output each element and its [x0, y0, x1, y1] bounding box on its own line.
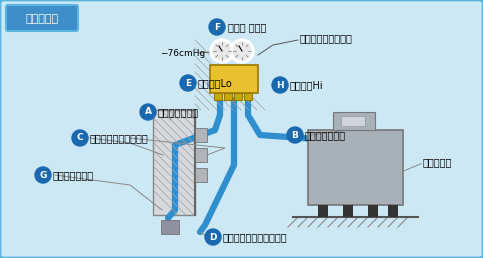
Circle shape	[230, 39, 254, 63]
Text: A: A	[144, 108, 152, 117]
Circle shape	[233, 42, 251, 60]
Circle shape	[180, 75, 196, 91]
Text: チャージホース: チャージホース	[305, 130, 346, 140]
FancyBboxPatch shape	[153, 110, 195, 215]
FancyBboxPatch shape	[224, 93, 232, 100]
Text: 二方弁（液側・細管）: 二方弁（液側・細管）	[90, 133, 149, 143]
Text: G: G	[39, 171, 47, 180]
Text: チャージホース: チャージホース	[158, 107, 199, 117]
FancyBboxPatch shape	[318, 205, 328, 217]
FancyBboxPatch shape	[343, 205, 353, 217]
FancyBboxPatch shape	[161, 220, 179, 234]
FancyBboxPatch shape	[214, 93, 222, 100]
Circle shape	[35, 167, 51, 183]
Text: E: E	[185, 78, 191, 87]
FancyBboxPatch shape	[333, 112, 375, 130]
Text: B: B	[292, 131, 298, 140]
FancyBboxPatch shape	[195, 128, 207, 142]
Text: C: C	[77, 133, 83, 142]
Circle shape	[209, 19, 225, 35]
Text: ハンドルLo: ハンドルLo	[198, 78, 233, 88]
Text: F: F	[214, 22, 220, 31]
FancyBboxPatch shape	[195, 148, 207, 162]
FancyBboxPatch shape	[308, 130, 403, 205]
Text: ハンドルHi: ハンドルHi	[290, 80, 324, 90]
FancyBboxPatch shape	[234, 93, 242, 100]
FancyBboxPatch shape	[210, 65, 258, 93]
FancyBboxPatch shape	[341, 116, 365, 126]
Circle shape	[140, 104, 156, 120]
Text: 構　成　図: 構 成 図	[26, 14, 58, 24]
FancyBboxPatch shape	[195, 168, 207, 182]
Circle shape	[205, 229, 221, 245]
Text: H: H	[276, 80, 284, 90]
FancyBboxPatch shape	[388, 205, 398, 217]
FancyBboxPatch shape	[6, 5, 78, 31]
Text: 真空ポンプ: 真空ポンプ	[423, 157, 453, 167]
Text: D: D	[209, 232, 217, 241]
Circle shape	[210, 39, 234, 63]
FancyBboxPatch shape	[244, 93, 252, 100]
Text: −76cmHg: −76cmHg	[160, 49, 205, 58]
Circle shape	[72, 130, 88, 146]
Circle shape	[272, 77, 288, 93]
Text: 連成計 圧力計: 連成計 圧力計	[228, 22, 267, 32]
Circle shape	[213, 42, 231, 60]
FancyBboxPatch shape	[368, 205, 378, 217]
Text: 三方弁（ガス側・太管）: 三方弁（ガス側・太管）	[223, 232, 287, 242]
Circle shape	[287, 127, 303, 143]
Text: ゲージマニホールド: ゲージマニホールド	[300, 33, 353, 43]
Text: チャージポート: チャージポート	[53, 170, 94, 180]
